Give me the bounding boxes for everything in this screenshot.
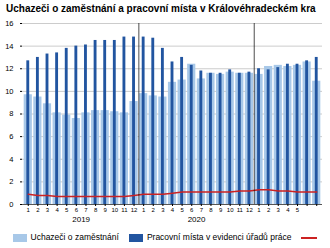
svg-text:0: 0 <box>9 200 13 209</box>
svg-text:2: 2 <box>36 207 40 213</box>
svg-text:12: 12 <box>246 207 253 213</box>
svg-text:16: 16 <box>5 19 13 28</box>
svg-text:2: 2 <box>152 207 156 213</box>
svg-text:11: 11 <box>121 207 128 213</box>
svg-text:6: 6 <box>75 207 79 213</box>
svg-text:6: 6 <box>9 132 13 141</box>
svg-text:1: 1 <box>27 207 31 213</box>
svg-text:9: 9 <box>219 207 223 213</box>
svg-text:4: 4 <box>55 207 59 213</box>
svg-text:4: 4 <box>286 207 290 213</box>
svg-text:3: 3 <box>277 207 281 213</box>
svg-text:9: 9 <box>104 207 108 213</box>
svg-text:7: 7 <box>84 207 88 213</box>
svg-text:1: 1 <box>142 207 146 213</box>
svg-text:10: 10 <box>111 207 118 213</box>
svg-text:6: 6 <box>190 207 194 213</box>
svg-text:5: 5 <box>180 207 184 213</box>
svg-text:4: 4 <box>9 155 13 164</box>
svg-text:2: 2 <box>9 177 13 186</box>
svg-text:3: 3 <box>46 207 50 213</box>
svg-text:7: 7 <box>200 207 204 213</box>
svg-text:3: 3 <box>161 207 165 213</box>
svg-text:10: 10 <box>227 207 234 213</box>
svg-text:8: 8 <box>9 109 13 118</box>
svg-text:10: 10 <box>5 87 13 96</box>
svg-text:2019: 2019 <box>72 215 90 224</box>
svg-text:14: 14 <box>5 42 13 51</box>
svg-text:1: 1 <box>257 207 261 213</box>
html-text:Pracovní místa v evidenci úřad: Pracovní místa v evidenci úřadů práce <box>146 232 292 242</box>
svg-text:2020: 2020 <box>188 215 206 224</box>
html-text:Uchazeči o zaměstnání a pracov: Uchazeči o zaměstnání a pracovní místa v… <box>6 3 316 14</box>
svg-text:12: 12 <box>131 207 138 213</box>
svg-text:8: 8 <box>94 207 98 213</box>
svg-text:5: 5 <box>65 207 69 213</box>
svg-text:5: 5 <box>296 207 300 213</box>
svg-text:11: 11 <box>237 207 244 213</box>
svg-text:4: 4 <box>171 207 175 213</box>
svg-text:12: 12 <box>5 64 13 73</box>
svg-text:8: 8 <box>209 207 213 213</box>
html-text:Uchazeči o zaměstnání: Uchazeči o zaměstnání <box>30 232 119 242</box>
svg-text:2: 2 <box>267 207 271 213</box>
